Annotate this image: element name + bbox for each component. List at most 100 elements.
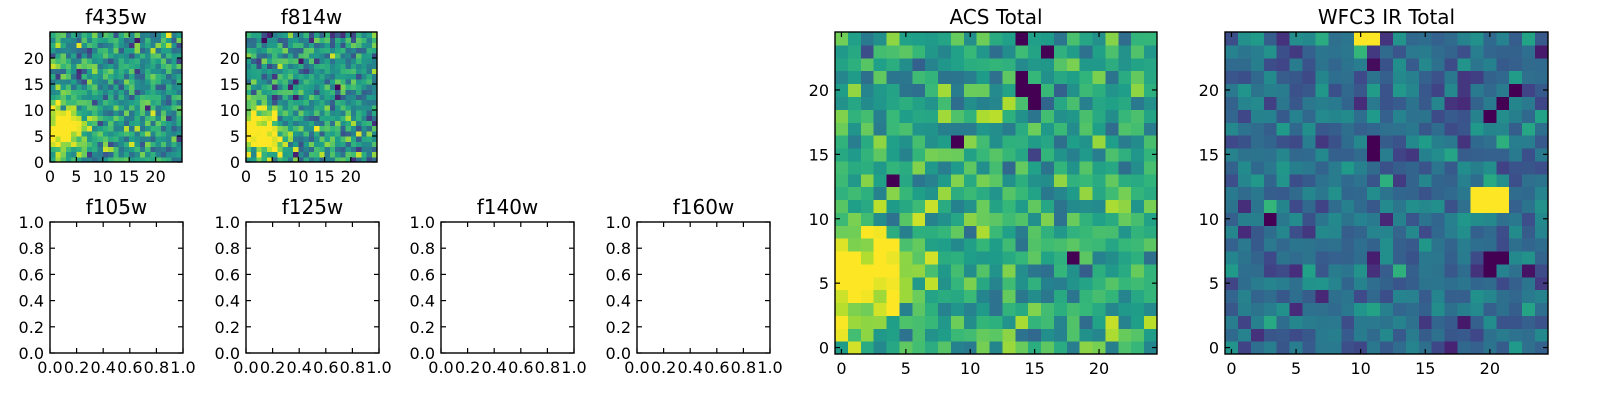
heatmap-cell [256, 84, 263, 90]
heatmap-cell [308, 47, 315, 54]
heatmap-cell [118, 47, 125, 54]
heatmap-cell [356, 115, 362, 121]
heatmap-cell [251, 37, 258, 43]
heatmap-cell [335, 146, 341, 153]
heatmap-cell [1118, 135, 1132, 149]
heatmap-cell [356, 141, 362, 147]
heatmap-cell [976, 147, 991, 162]
heatmap-cell [873, 32, 888, 46]
heatmap-cell [350, 99, 357, 106]
heatmap-cell [150, 58, 157, 64]
heatmap-cell [319, 146, 326, 153]
x-tick-label: 10 [93, 167, 113, 186]
heatmap-cell [176, 136, 183, 142]
heatmap-cell [873, 96, 888, 110]
heatmap-cell [319, 32, 326, 38]
x-tick-label: 1.0 [561, 358, 586, 377]
heatmap-cell [1066, 302, 1081, 316]
heatmap-cell [1470, 32, 1484, 46]
heatmap-cell [287, 130, 294, 137]
heatmap-cell [287, 52, 294, 59]
heatmap-cell [361, 130, 368, 137]
heatmap-cell [71, 78, 77, 85]
heatmap-cell [92, 94, 99, 101]
heatmap-cell [176, 94, 183, 101]
heatmap-cell [256, 104, 263, 111]
heatmap-cell [134, 120, 141, 127]
heatmap-cell [1028, 328, 1042, 342]
heatmap-cell [1380, 135, 1394, 149]
heatmap-cell [350, 156, 357, 163]
heatmap-cell [134, 94, 141, 101]
heatmap-cell [303, 52, 310, 59]
heatmap-cell [108, 151, 114, 158]
heatmap-cell [1028, 135, 1042, 149]
heatmap-cell [1041, 83, 1055, 97]
heatmap-cell [1002, 109, 1016, 123]
heatmap-cell [925, 32, 939, 46]
heatmap-cell [1302, 135, 1317, 149]
heatmap-cell [256, 73, 263, 80]
heatmap-cell [1015, 302, 1029, 316]
heatmap-cell [293, 110, 299, 116]
heatmap-cell [97, 115, 104, 121]
heatmap-cell [261, 115, 268, 121]
heatmap-cell [340, 68, 347, 75]
heatmap-cell [171, 136, 178, 142]
heatmap-cell [1289, 122, 1304, 136]
heatmap-cell [139, 73, 146, 80]
heatmap-cell [899, 83, 913, 97]
heatmap-cell [899, 341, 913, 355]
heatmap-cell [1263, 160, 1278, 175]
heatmap-cell [1002, 263, 1016, 278]
heatmap-cell [361, 104, 368, 111]
heatmap-cell [50, 104, 56, 111]
heatmap-cell [319, 151, 326, 158]
heatmap-cell [86, 156, 93, 163]
heatmap-cell [329, 151, 336, 158]
heatmap-cell [50, 73, 56, 80]
heatmap-cell [293, 52, 299, 59]
heatmap-cell [963, 302, 978, 316]
heatmap-cell [314, 110, 320, 116]
heatmap-cell [963, 341, 978, 355]
heatmap-cell [1028, 276, 1042, 291]
heatmap-cell [886, 238, 900, 252]
heatmap-cell [345, 146, 352, 153]
heatmap-cell [1354, 276, 1368, 291]
heatmap-cell [134, 42, 141, 49]
heatmap-cell [308, 125, 315, 132]
heatmap-cell [319, 52, 326, 59]
heatmap-cell [950, 135, 965, 149]
heatmap-cell [324, 84, 331, 90]
heatmap-cell [963, 276, 978, 291]
heatmap-cell [1457, 302, 1472, 316]
heatmap-cell [925, 83, 939, 97]
heatmap-cell [1457, 212, 1472, 226]
heatmap-cell [55, 78, 62, 85]
heatmap-cell [1431, 199, 1446, 213]
heatmap-cell [989, 276, 1004, 291]
heatmap-cell [60, 84, 67, 90]
x-tick-label: 0.0 [37, 358, 62, 377]
heatmap-cell [293, 141, 299, 147]
heatmap-cell [361, 37, 368, 43]
heatmap-cell [1509, 57, 1523, 72]
heatmap-cell [873, 160, 888, 175]
heatmap-cell [92, 130, 99, 137]
heatmap-cell [356, 63, 362, 69]
heatmap-cell [873, 109, 888, 123]
heatmap-cell [145, 32, 151, 38]
heatmap-cell [266, 146, 273, 153]
heatmap-cell [319, 136, 326, 142]
y-tick-label: 5 [819, 274, 829, 293]
heatmap-cell [308, 110, 315, 116]
heatmap-cell [989, 44, 1004, 59]
heatmap-cell [76, 32, 83, 38]
heatmap-cell [989, 199, 1004, 213]
heatmap-cell [298, 63, 305, 69]
heatmap-cell [860, 186, 875, 201]
heatmap-cell [886, 173, 900, 188]
heatmap-cell [65, 146, 72, 153]
heatmap-cell [950, 276, 965, 291]
